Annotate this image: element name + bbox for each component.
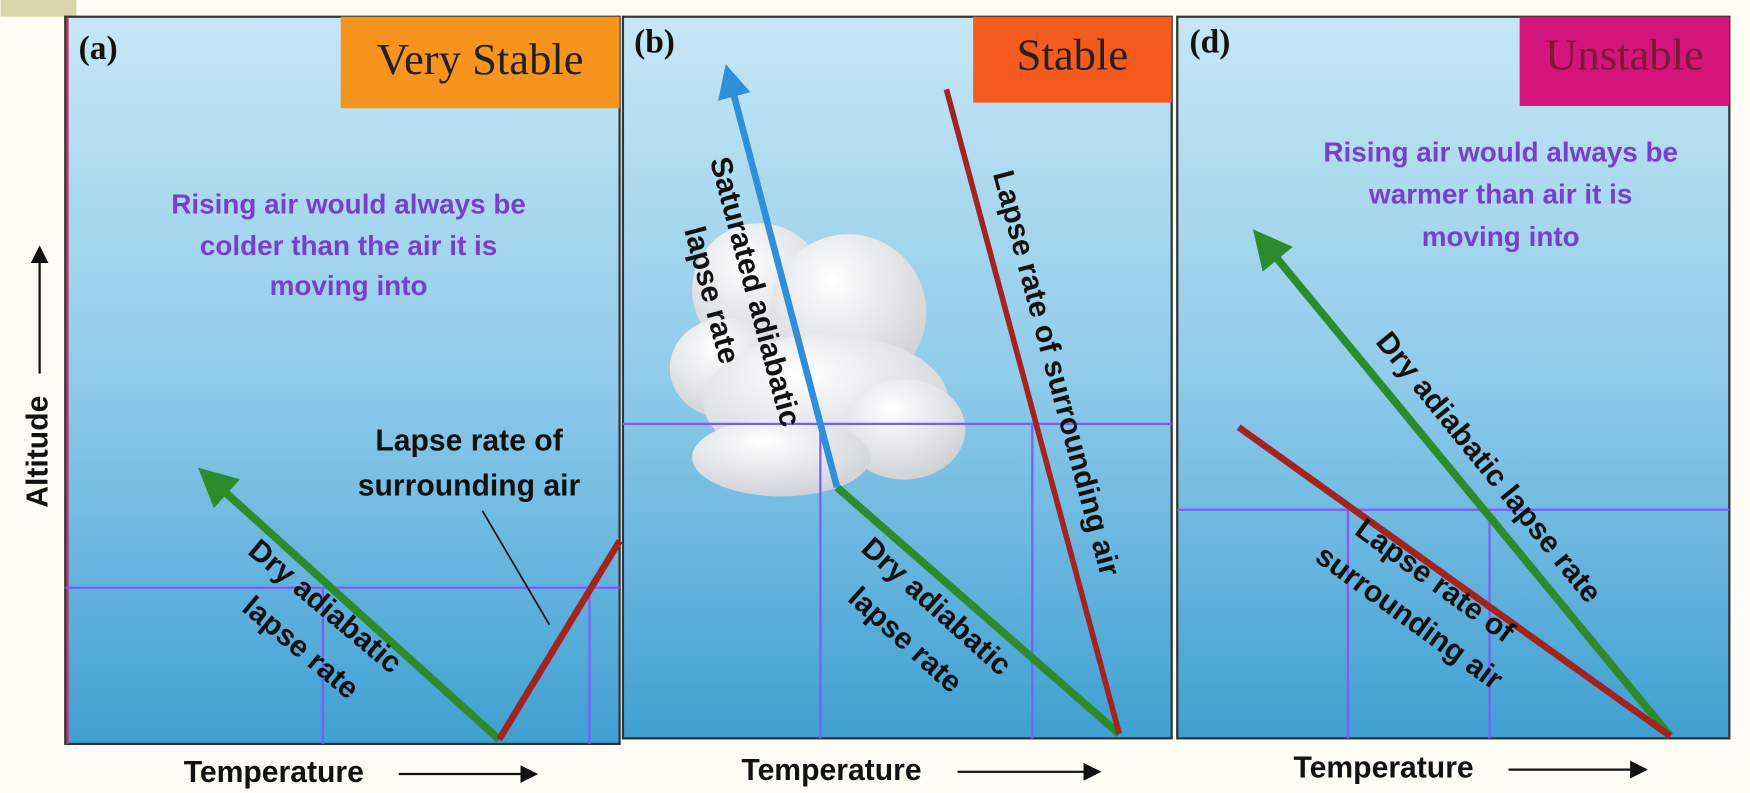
description: moving into <box>270 270 428 301</box>
environmental-label: surrounding air <box>358 469 581 502</box>
panel-d: (d) Unstable Rising air would always be … <box>1177 17 1729 785</box>
stability-title: Stable <box>1017 29 1129 79</box>
panel-a: (a) Very Stable Rising air would always … <box>65 17 619 789</box>
description: colder than the air it is <box>200 230 497 261</box>
panel-label: (a) <box>79 30 118 67</box>
stability-diagram: Altitude (a) Very Stable Rising air woul… <box>0 0 1750 793</box>
y-axis-label: Altitude <box>22 396 55 508</box>
panel-b: (b) Stable Saturated adiabatic lapse rat… <box>623 17 1172 787</box>
panel-label: (d) <box>1190 23 1231 60</box>
description: moving into <box>1422 221 1580 252</box>
environmental-label: Lapse rate of <box>375 425 563 458</box>
description: warmer than air it is <box>1368 179 1632 210</box>
corner-tab <box>1 0 77 17</box>
stability-title: Unstable <box>1545 29 1704 79</box>
x-axis-label: Temperature <box>184 756 364 789</box>
panel-label: (b) <box>634 23 675 60</box>
description: Rising air would always be <box>171 189 526 220</box>
x-axis-label: Temperature <box>741 754 921 787</box>
stability-title: Very Stable <box>377 34 584 84</box>
description: Rising air would always be <box>1323 136 1678 167</box>
x-axis-label: Temperature <box>1294 752 1474 785</box>
